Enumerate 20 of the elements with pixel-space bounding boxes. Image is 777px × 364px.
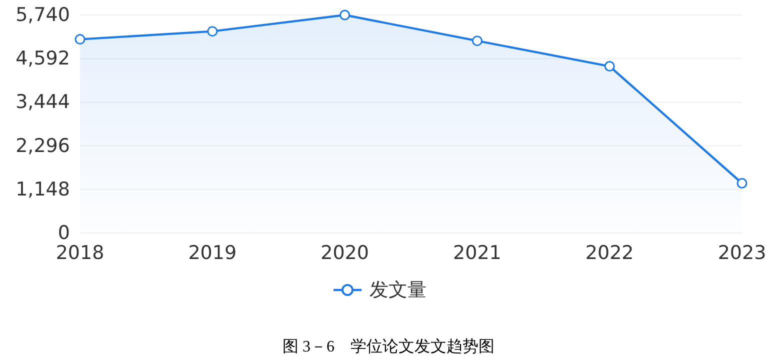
y-tick-label: 5,740: [16, 4, 70, 26]
legend-label: 发文量: [370, 279, 426, 301]
point: [74, 34, 86, 45]
point: [604, 61, 615, 72]
x-tick-label: 2018: [56, 242, 104, 264]
point: [340, 10, 350, 20]
y-tick-label: 1,148: [16, 178, 70, 200]
y-tick-label: 4,592: [16, 48, 70, 70]
x-tick-label: 2021: [453, 242, 502, 264]
y-tick-label: 3,444: [16, 91, 70, 114]
x-tick-label: 2022: [585, 242, 634, 264]
y-tick-label: 2,296: [16, 134, 70, 157]
x-tick-label: 2023: [718, 242, 766, 264]
x-tick-label: 2019: [188, 242, 237, 264]
caption: 图 3－6 学位论文发文趋势图: [282, 338, 494, 356]
point: [736, 178, 748, 188]
x-tick-label: 2020: [320, 242, 369, 264]
y-tick-label: 0: [58, 222, 70, 244]
point: [207, 26, 218, 37]
point: [472, 36, 482, 46]
